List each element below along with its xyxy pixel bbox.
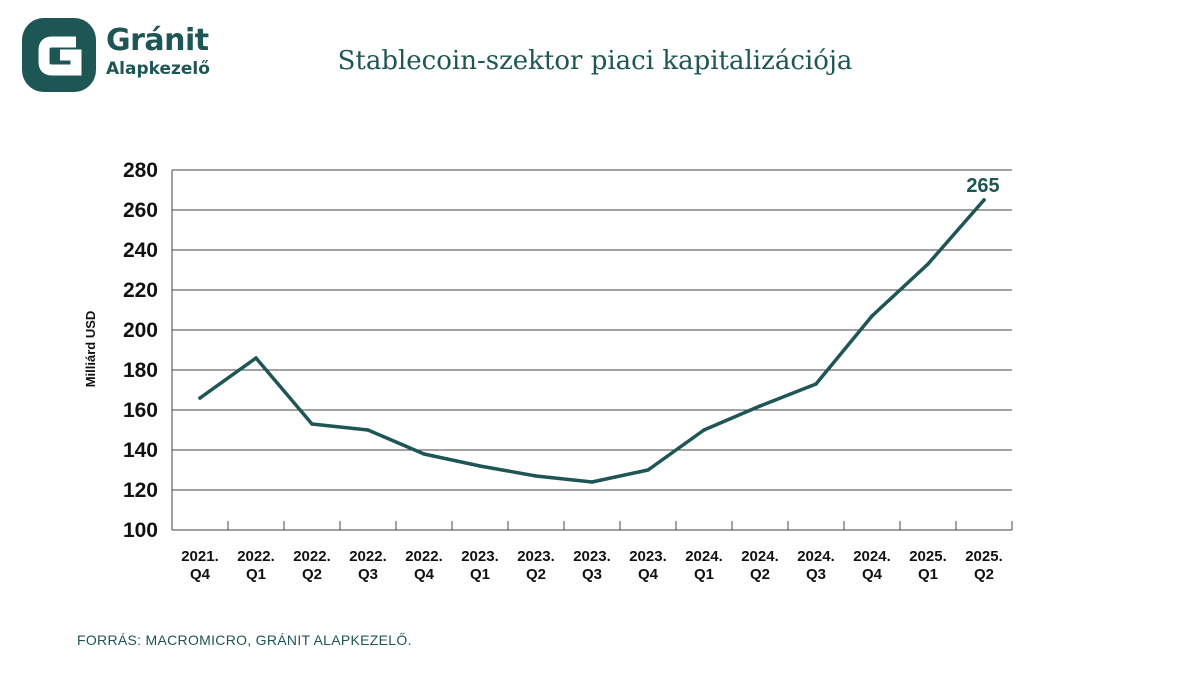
- x-tick-label-year: 2023.: [573, 548, 611, 565]
- x-tick-label-year: 2024.: [741, 548, 779, 565]
- brand-logo: Gránit Alapkezelő: [22, 18, 242, 94]
- y-tick-label: 120: [123, 479, 158, 502]
- x-tick-label-year: 2025.: [909, 548, 947, 565]
- x-tick-label: 2022. Q4: [405, 548, 443, 583]
- x-tick-label-year: 2023.: [629, 548, 667, 565]
- x-tick-label-year: 2022.: [349, 548, 387, 565]
- data-point: [590, 480, 594, 484]
- data-point: [366, 428, 370, 432]
- brand-name: Gránit: [106, 23, 209, 58]
- y-tick-label: 260: [123, 199, 158, 222]
- x-tick-label: 2022. Q1: [237, 548, 275, 583]
- x-tick-label-year: 2022.: [237, 548, 275, 565]
- data-point: [814, 382, 818, 386]
- x-tick-label-quarter: Q1: [470, 566, 490, 583]
- x-tick-label-quarter: Q4: [190, 566, 211, 583]
- x-tick-label-year: 2024.: [797, 548, 835, 565]
- x-tick-label-quarter: Q3: [806, 566, 826, 583]
- y-tick-label: 220: [123, 279, 158, 302]
- x-tick-label: 2024. Q4: [853, 548, 891, 583]
- x-tick-label-year: 2021.: [181, 548, 219, 565]
- x-tick-label-year: 2023.: [517, 548, 555, 565]
- data-point: [926, 262, 930, 266]
- x-tick-label: 2025. Q1: [909, 548, 947, 583]
- y-axis-label: Milliárd USD: [83, 311, 98, 388]
- data-point: [982, 198, 986, 202]
- data-point: [254, 356, 258, 360]
- x-tick-label: 2021. Q4: [181, 548, 219, 583]
- x-tick-label-year: 2022.: [405, 548, 443, 565]
- data-point: [310, 422, 314, 426]
- data-point: [870, 314, 874, 318]
- data-point: [198, 396, 202, 400]
- y-tick-label: 160: [123, 399, 158, 422]
- grid-lines: [172, 169, 1012, 491]
- data-point: [702, 428, 706, 432]
- x-tick-label-year: 2022.: [293, 548, 331, 565]
- data-point: [534, 474, 538, 478]
- x-tick-label-quarter: Q1: [694, 566, 714, 583]
- data-label: 265: [966, 175, 999, 197]
- y-tick-label: 100: [123, 519, 158, 542]
- x-tick-label: 2023. Q1: [461, 548, 499, 583]
- source-note: FORRÁS: MACROMICRO, GRÁNIT ALAPKEZELŐ.: [77, 632, 412, 648]
- x-tick-label: 2022. Q3: [349, 548, 387, 583]
- x-tick-label: 2025. Q2: [965, 548, 1003, 583]
- x-tick-label-quarter: Q4: [862, 566, 883, 583]
- x-tick-label-quarter: Q4: [638, 566, 659, 583]
- annotations: 265: [966, 175, 999, 197]
- series-line: [198, 198, 986, 484]
- y-tick-label: 140: [123, 439, 158, 462]
- data-point: [646, 468, 650, 472]
- x-tick-label-quarter: Q1: [246, 566, 266, 583]
- x-tick-label: 2024. Q1: [685, 548, 723, 583]
- x-tick-label: 2024. Q2: [741, 548, 779, 583]
- y-tick-label: 280: [123, 159, 158, 182]
- x-tick-label: 2023. Q3: [573, 548, 611, 583]
- y-tick-labels: 100 120 140 160 180 200 220 240 260 280: [123, 159, 158, 542]
- x-tick-label-quarter: Q2: [750, 566, 770, 583]
- brand-text: Gránit Alapkezelő: [106, 24, 210, 80]
- x-tick-label-quarter: Q2: [526, 566, 546, 583]
- granit-g-logo-icon: [22, 18, 96, 92]
- y-tick-label: 180: [123, 359, 158, 382]
- x-tick-label-quarter: Q1: [918, 566, 938, 583]
- x-tick-label-quarter: Q2: [302, 566, 322, 583]
- x-tick-label-year: 2024.: [685, 548, 723, 565]
- chart-axes: [171, 170, 1013, 531]
- data-point: [758, 404, 762, 408]
- x-tick-label-year: 2025.: [965, 548, 1003, 565]
- x-tick-label-quarter: Q4: [414, 566, 435, 583]
- x-tick-label: 2023. Q4: [629, 548, 667, 583]
- brand-subtitle: Alapkezelő: [106, 59, 210, 79]
- y-tick-label: 200: [123, 319, 158, 342]
- x-tick-label: 2023. Q2: [517, 548, 555, 583]
- x-tick-label-quarter: Q2: [974, 566, 994, 583]
- x-tick-label-quarter: Q3: [582, 566, 602, 583]
- x-tick-label-quarter: Q3: [358, 566, 378, 583]
- y-tick-label: 240: [123, 239, 158, 262]
- x-tick-label: 2022. Q2: [293, 548, 331, 583]
- x-tick-label-year: 2023.: [461, 548, 499, 565]
- x-tick-label: 2024. Q3: [797, 548, 835, 583]
- data-point: [422, 452, 426, 456]
- data-point: [478, 464, 482, 468]
- series-group: [198, 198, 986, 484]
- x-tick-label-year: 2024.: [853, 548, 891, 565]
- chart-title: Stablecoin-szektor piaci kapitalizációja: [337, 46, 853, 76]
